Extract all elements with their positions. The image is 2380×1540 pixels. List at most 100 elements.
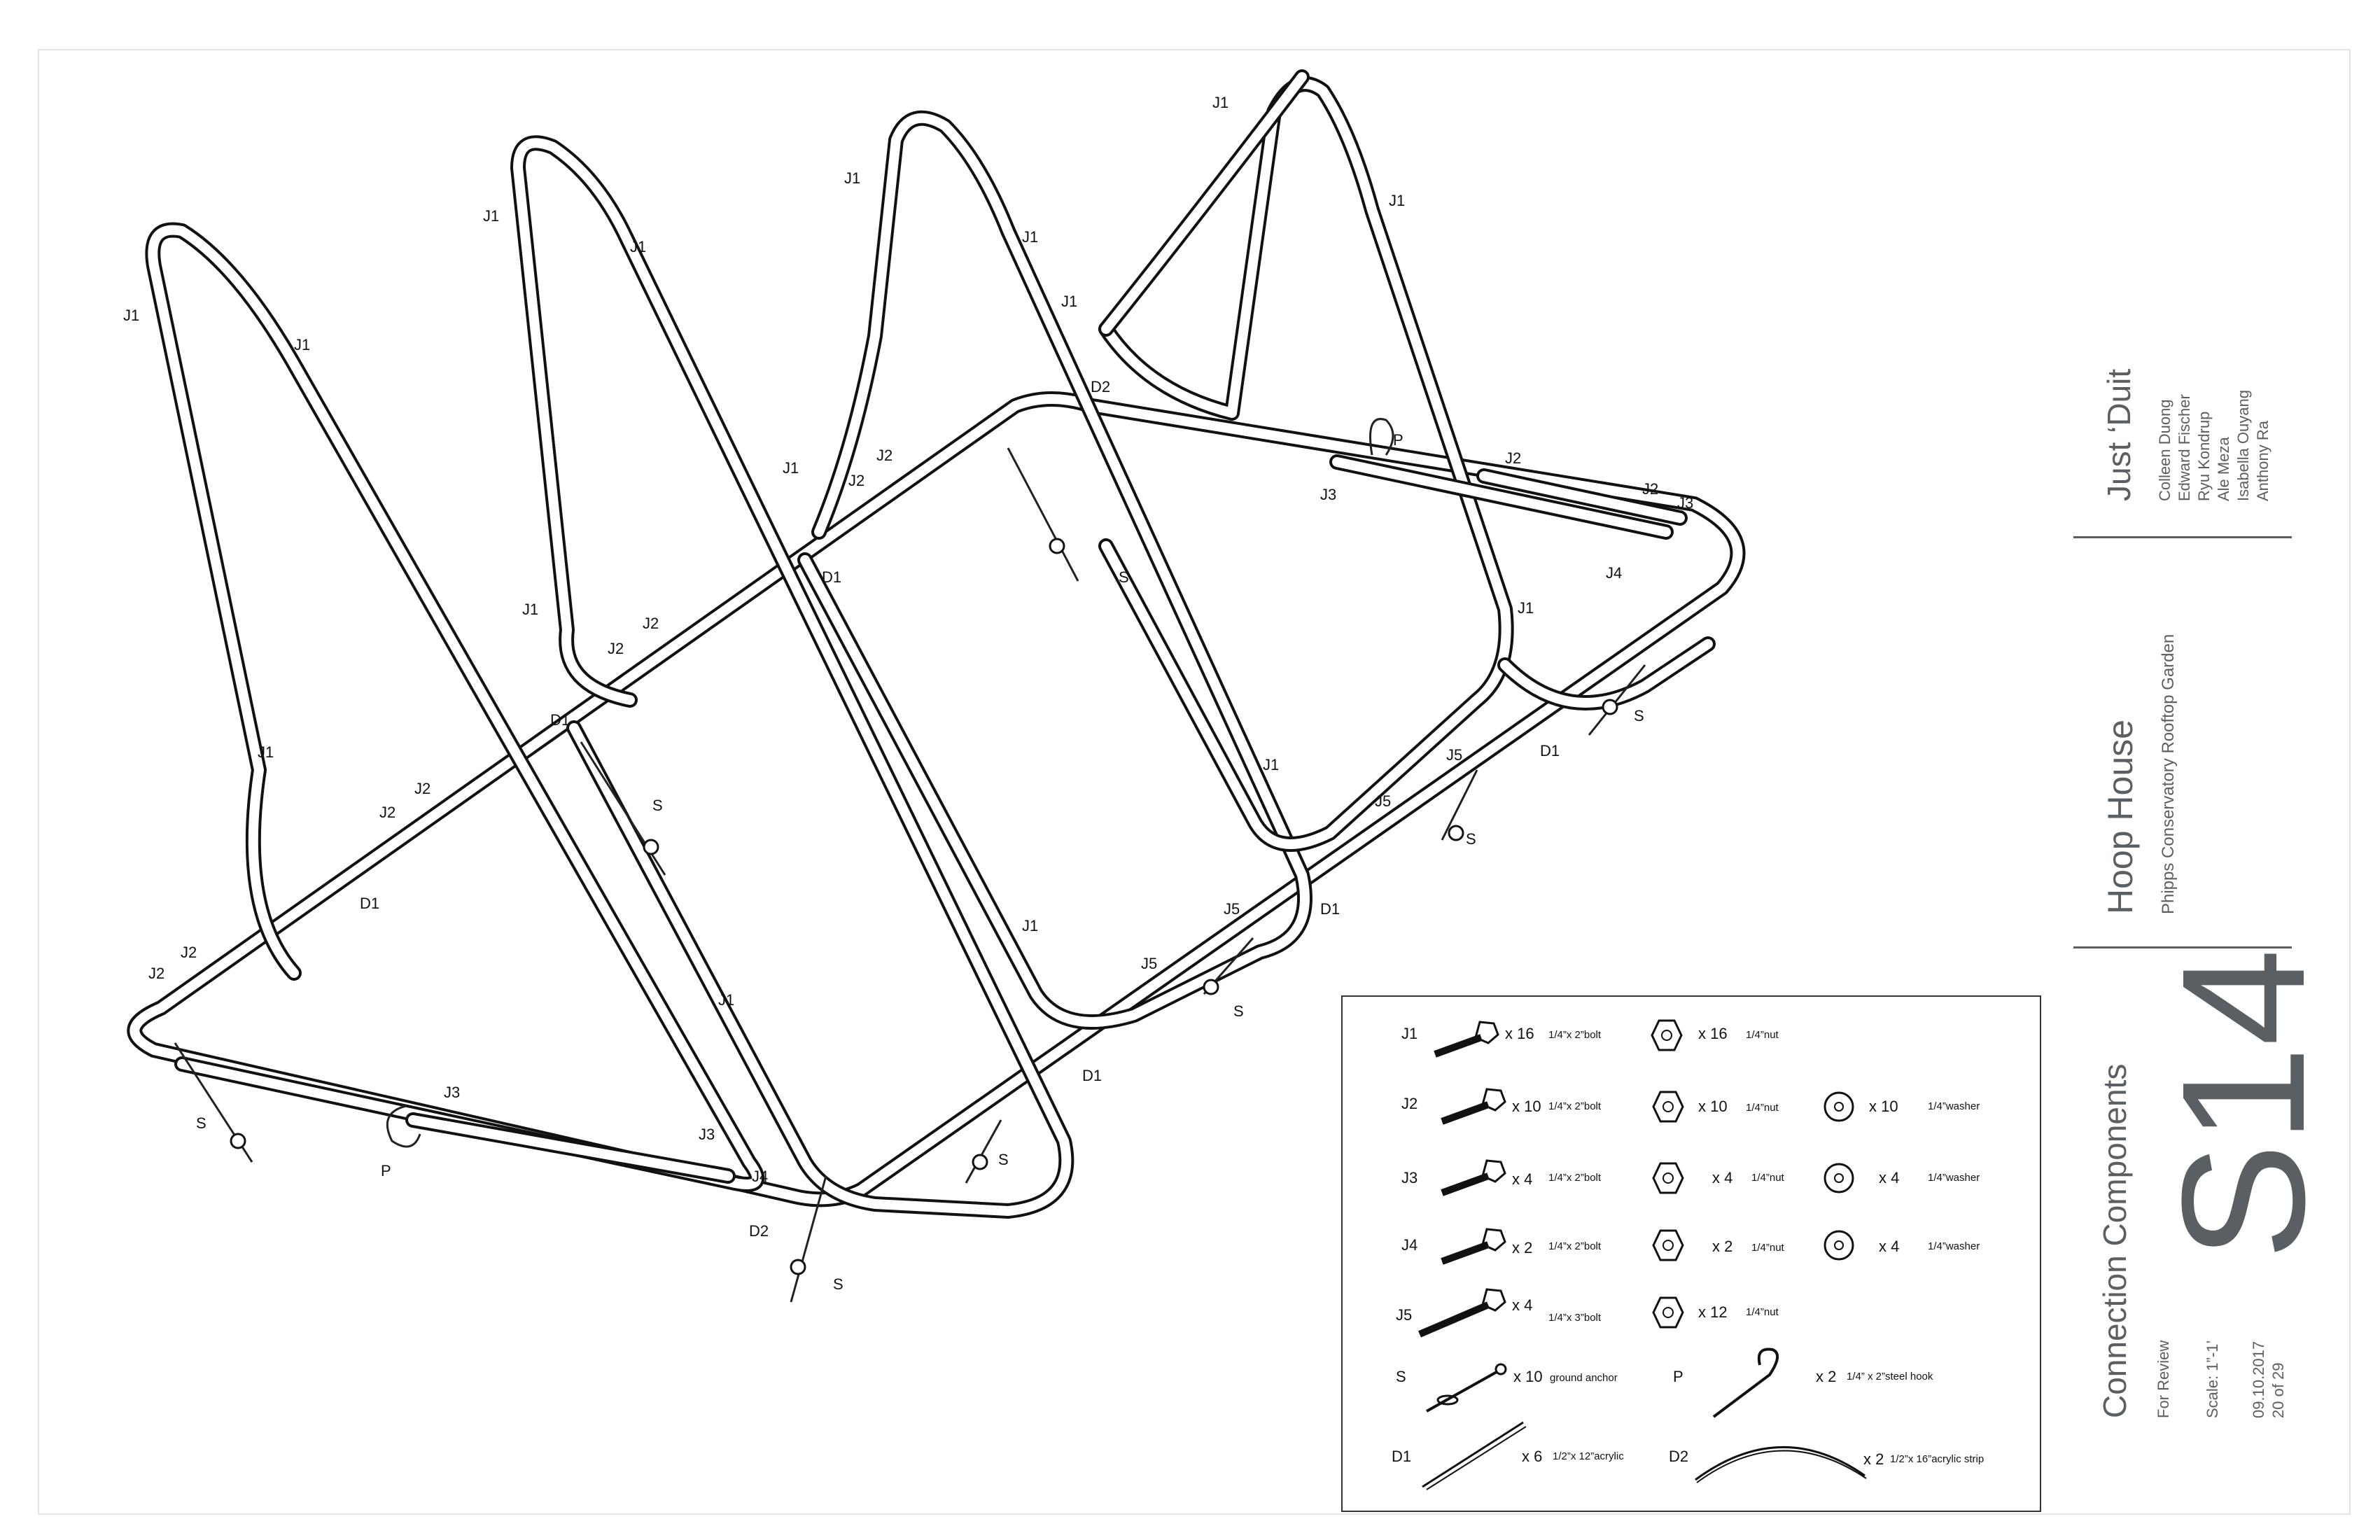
svg-text:D2: D2 xyxy=(749,1222,769,1240)
svg-text:J5: J5 xyxy=(1375,792,1391,810)
legend-washer-desc: 1/4”washer xyxy=(1928,1100,1980,1112)
washer-icon xyxy=(1823,1091,1854,1122)
svg-text:J2: J2 xyxy=(181,944,197,961)
legend-bolt-qty: x 4 xyxy=(1512,1296,1533,1314)
svg-text:J1: J1 xyxy=(522,601,538,618)
legend-code-d2: D2 xyxy=(1669,1448,1689,1465)
svg-text:J5: J5 xyxy=(1141,955,1157,972)
hoop-2 xyxy=(510,135,1074,1219)
legend-p-desc: 1/4” x 2”steel hook xyxy=(1847,1371,1933,1382)
svg-text:S: S xyxy=(652,797,663,814)
connection-legend: J1 x 16 1/4”x 2”bolt x 16 1/4”nut J2 x 1… xyxy=(1341,995,2041,1512)
legend-bolt-qty: x 16 xyxy=(1505,1025,1534,1042)
legend-washer-qty: x 4 xyxy=(1879,1169,1900,1186)
svg-text:J1: J1 xyxy=(1022,917,1038,934)
steel-hook-icon xyxy=(1712,1348,1779,1418)
svg-text:J4: J4 xyxy=(752,1168,768,1185)
legend-washer-desc: 1/4”washer xyxy=(1928,1172,1980,1184)
legend-s-qty: x 10 xyxy=(1513,1368,1543,1385)
callout-labels: J1 J1 J1 J1 J1 J1 J1 J1 J1 J1 J1 J1 J1 J… xyxy=(123,94,1693,1293)
sheet-border xyxy=(38,49,2351,1515)
member-name: Edward Fischer xyxy=(2176,394,2193,501)
hooks xyxy=(386,418,1394,1148)
bolt-icon xyxy=(1434,1021,1499,1058)
sheet-number: S14 xyxy=(2146,948,2341,1260)
legend-d1-desc: 1/2”x 12”acrylic xyxy=(1553,1450,1624,1462)
legend-code-j4: J4 xyxy=(1401,1236,1418,1254)
title-divider xyxy=(2073,536,2292,538)
nut-icon xyxy=(1651,1019,1683,1051)
svg-text:J3: J3 xyxy=(699,1126,715,1143)
nut-icon xyxy=(1652,1162,1684,1194)
legend-washer-qty: x 4 xyxy=(1879,1238,1900,1255)
svg-text:J1: J1 xyxy=(294,336,310,354)
svg-text:D1: D1 xyxy=(360,895,379,912)
svg-text:D1: D1 xyxy=(1540,742,1560,760)
legend-bolt-desc: 1/4”x 2”bolt xyxy=(1548,1029,1602,1041)
sheet-status: For Review xyxy=(2155,1340,2172,1418)
washer-icon xyxy=(1823,1230,1854,1261)
legend-bolt-qty: x 4 xyxy=(1512,1170,1533,1188)
svg-text:J1: J1 xyxy=(1389,192,1405,209)
legend-bolt-desc: 1/4”x 2”bolt xyxy=(1548,1172,1602,1184)
member-name: Colleen Duong xyxy=(2156,399,2174,501)
sheet-scale: Scale: 1”-1’ xyxy=(2204,1340,2221,1418)
member-name: Ryu Kondrup xyxy=(2195,411,2213,501)
legend-bolt-desc: 1/4”x 3”bolt xyxy=(1548,1312,1602,1324)
svg-text:J2: J2 xyxy=(848,472,864,489)
legend-code-j3: J3 xyxy=(1401,1169,1418,1186)
svg-text:D1: D1 xyxy=(822,568,841,586)
svg-text:S: S xyxy=(1233,1002,1244,1020)
legend-nut-desc: 1/4”nut xyxy=(1746,1102,1779,1114)
svg-text:D1: D1 xyxy=(550,711,570,729)
member-name: Anthony Ra xyxy=(2254,421,2272,501)
svg-text:J1: J1 xyxy=(483,207,499,225)
svg-text:J2: J2 xyxy=(876,447,892,464)
legend-code-p: P xyxy=(1673,1368,1684,1385)
bolt-icon xyxy=(1441,1228,1506,1265)
legend-code-d1: D1 xyxy=(1392,1448,1412,1465)
sheet-page: 20 of 29 xyxy=(2269,1362,2287,1418)
title-divider xyxy=(2073,946,2292,948)
legend-nut-desc: 1/4”nut xyxy=(1751,1172,1784,1184)
svg-text:S: S xyxy=(833,1275,844,1293)
legend-d1-qty: x 6 xyxy=(1522,1448,1543,1465)
base-frame xyxy=(127,391,1746,1208)
legend-p-qty: x 2 xyxy=(1816,1368,1837,1385)
legend-code-j2: J2 xyxy=(1401,1095,1418,1112)
svg-text:J3: J3 xyxy=(1320,486,1336,503)
legend-nut-qty: x 16 xyxy=(1698,1025,1728,1042)
long-bolt-icon xyxy=(1418,1288,1506,1338)
svg-text:J1: J1 xyxy=(1263,756,1279,774)
nut-icon xyxy=(1652,1229,1684,1261)
svg-text:J1: J1 xyxy=(1022,228,1038,246)
svg-text:J2: J2 xyxy=(643,615,659,632)
svg-text:J3: J3 xyxy=(444,1084,460,1101)
ground-anchors xyxy=(174,447,1646,1303)
hoop-4 xyxy=(1098,69,1716,852)
legend-d2-qty: x 2 xyxy=(1863,1450,1884,1468)
svg-text:J2: J2 xyxy=(1642,480,1658,498)
legend-nut-desc: 1/4”nut xyxy=(1746,1029,1779,1041)
svg-text:D1: D1 xyxy=(1082,1067,1102,1084)
legend-code-s: S xyxy=(1396,1368,1406,1385)
legend-nut-qty: x 4 xyxy=(1712,1169,1733,1186)
sheet-title: Connection Components xyxy=(2096,1063,2133,1418)
legend-bolt-qty: x 2 xyxy=(1512,1239,1533,1256)
svg-text:S: S xyxy=(196,1114,206,1132)
svg-text:P: P xyxy=(1393,431,1404,449)
svg-text:J2: J2 xyxy=(379,804,396,821)
sheet-date: 09.10.2017 xyxy=(2250,1340,2267,1418)
svg-text:J5: J5 xyxy=(1446,746,1462,764)
legend-washer-qty: x 10 xyxy=(1869,1098,1898,1115)
svg-text:J5: J5 xyxy=(1224,900,1240,918)
svg-text:J2: J2 xyxy=(1505,449,1521,467)
svg-text:J4: J4 xyxy=(1606,564,1622,582)
svg-text:J1: J1 xyxy=(258,743,274,761)
svg-text:J2: J2 xyxy=(148,965,164,982)
svg-text:J2: J2 xyxy=(608,640,624,657)
legend-code-j1: J1 xyxy=(1401,1025,1418,1042)
legend-code-j5: J5 xyxy=(1396,1306,1413,1324)
legend-d2-desc: 1/2”x 16”acrylic strip xyxy=(1890,1453,1984,1465)
